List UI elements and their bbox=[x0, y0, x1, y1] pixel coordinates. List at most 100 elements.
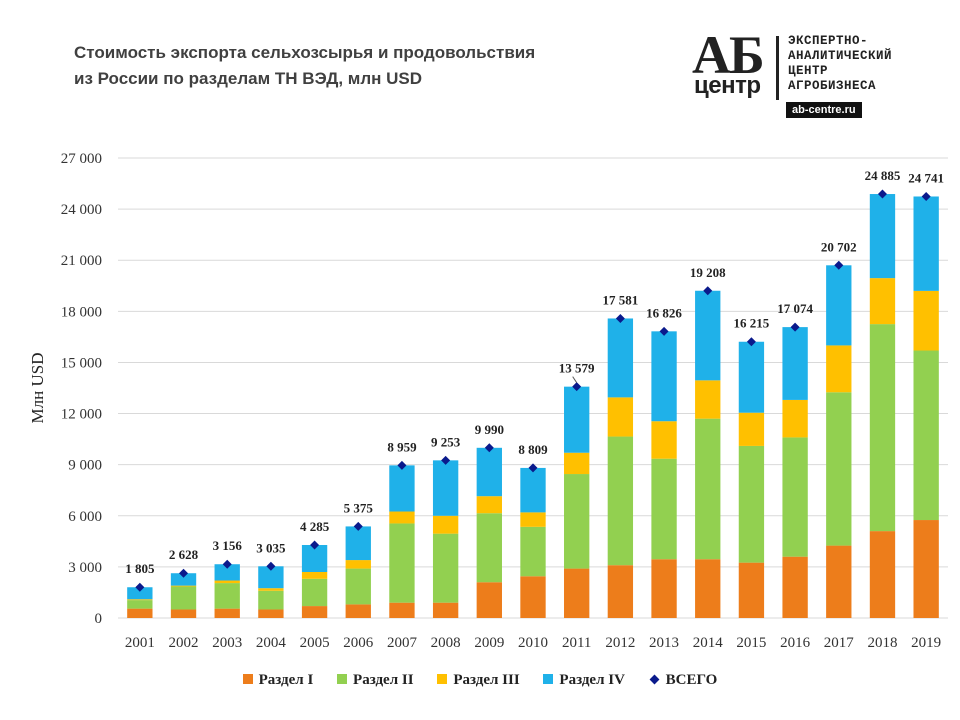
x-tick-label: 2003 bbox=[212, 635, 242, 651]
bar-segment-1 bbox=[651, 559, 677, 618]
x-tick-label: 2009 bbox=[474, 635, 504, 651]
bar-segment-1 bbox=[913, 520, 939, 618]
bar-segment-4 bbox=[432, 460, 459, 516]
logo-caption-line-4: АГРОБИЗНЕСА bbox=[788, 79, 877, 93]
bar-segment-1 bbox=[607, 565, 634, 618]
bar-segment-1 bbox=[258, 609, 284, 618]
y-tick-label: 18 000 bbox=[61, 304, 102, 320]
total-data-label: 17 581 bbox=[602, 292, 638, 307]
logo-caption-line-1: ЭКСПЕРТНО- bbox=[788, 34, 869, 48]
bar-segment-3 bbox=[214, 580, 240, 584]
total-marker bbox=[572, 382, 582, 392]
total-data-label: 16 826 bbox=[646, 305, 682, 320]
total-markers: 1 805 2 628 3 156 3 035 4 285 5 375 8 959 9 253… bbox=[125, 168, 944, 592]
logo-caption: ЭКСПЕРТНО- АНАЛИТИЧЕСКИЙ ЦЕНТР АГРОБИЗНЕ… bbox=[788, 34, 892, 94]
legend-label-razdel-4: Раздел IV bbox=[559, 672, 625, 688]
total-marker bbox=[921, 191, 931, 201]
bar-segment-4 bbox=[782, 327, 808, 400]
bar-segment-4 bbox=[607, 318, 634, 398]
bar-segment-2 bbox=[389, 523, 415, 603]
bar-segment-4 bbox=[869, 194, 896, 279]
bar-segment-4 bbox=[695, 290, 721, 381]
bar-segment-3 bbox=[651, 421, 677, 459]
bar-segment-4 bbox=[345, 526, 371, 561]
x-tick-label: 2015 bbox=[736, 635, 766, 651]
bar-segment-1 bbox=[301, 606, 328, 618]
chart-title-line-2: из России по разделам ТН ВЭД, млн USD bbox=[74, 69, 423, 88]
bar-segment-2 bbox=[695, 418, 721, 560]
total-marker bbox=[353, 521, 363, 531]
bar-segment-4 bbox=[913, 196, 939, 291]
bar-segment-3 bbox=[301, 572, 328, 579]
total-marker bbox=[703, 286, 713, 296]
legend-label-total: ВСЕГО bbox=[665, 672, 718, 688]
x-tick-label: 2011 bbox=[562, 635, 591, 651]
x-tick-label: 2016 bbox=[780, 635, 811, 651]
legend-label-razdel-2: Раздел II bbox=[353, 672, 414, 688]
bar-segment-1 bbox=[869, 531, 896, 618]
logo-divider bbox=[776, 36, 779, 100]
x-tick-label: 2001 bbox=[125, 635, 155, 651]
total-marker bbox=[310, 540, 320, 550]
logo-caption-line-2: АНАЛИТИЧЕСКИЙ bbox=[788, 49, 893, 63]
legend-item-total: ВСЕГО bbox=[649, 672, 718, 689]
bar-segment-3 bbox=[345, 560, 371, 569]
bar-segment-2 bbox=[607, 436, 634, 566]
total-data-label: 17 074 bbox=[777, 301, 813, 316]
legend-swatch-razdel-3 bbox=[437, 674, 448, 684]
bar-segment-4 bbox=[170, 573, 197, 586]
legend-diamond-total bbox=[649, 674, 660, 685]
bar-segment-4 bbox=[389, 465, 415, 512]
total-marker bbox=[135, 582, 145, 592]
bar-segment-2 bbox=[913, 350, 939, 521]
bar-segment-4 bbox=[258, 566, 284, 589]
total-data-label: 9 990 bbox=[475, 422, 504, 437]
bar-segment-4 bbox=[738, 341, 765, 413]
x-tick-label: 2006 bbox=[343, 635, 374, 651]
y-axis: 0 3 000 6 000 9 000 12 000 15 000 18 000 21 000… bbox=[61, 151, 102, 627]
total-data-label: 13 579 bbox=[559, 361, 595, 376]
y-axis-label: Млн USD bbox=[28, 353, 47, 424]
bar-segment-3 bbox=[520, 512, 546, 527]
total-marker bbox=[746, 337, 756, 347]
x-tick-label: 2013 bbox=[649, 635, 679, 651]
bar-segment-3 bbox=[564, 452, 590, 475]
y-tick-label: 15 000 bbox=[61, 355, 102, 371]
bar-segment-3 bbox=[258, 588, 284, 591]
legend-label-razdel-1: Раздел I bbox=[258, 672, 314, 688]
bar-segment-2 bbox=[170, 586, 197, 610]
bar-segment-1 bbox=[564, 568, 590, 618]
x-tick-label: 2010 bbox=[518, 635, 548, 651]
total-marker bbox=[528, 463, 538, 473]
bar-segment-3 bbox=[782, 399, 808, 438]
bar-segment-3 bbox=[607, 397, 634, 437]
legend-swatch-razdel-2 bbox=[337, 674, 348, 684]
bar-segment-1 bbox=[127, 608, 153, 618]
bar-segment-1 bbox=[695, 559, 721, 618]
bar-segment-2 bbox=[301, 578, 328, 607]
total-marker bbox=[834, 260, 844, 270]
legend-item-razdel-1: Раздел I bbox=[242, 672, 314, 689]
y-tick-label: 9 000 bbox=[68, 458, 102, 474]
chart-title: Стоимость экспорта сельхозсырья и продов… bbox=[74, 40, 535, 92]
total-data-label: 4 285 bbox=[300, 519, 330, 534]
bar-segment-2 bbox=[345, 568, 371, 605]
total-data-label: 1 805 bbox=[125, 561, 155, 576]
bar-segment-1 bbox=[738, 562, 765, 618]
logo-caption-line-3: ЦЕНТР bbox=[788, 64, 829, 78]
total-marker bbox=[659, 326, 669, 336]
bar-segment-1 bbox=[476, 582, 502, 618]
bar-segment-3 bbox=[826, 345, 852, 393]
total-marker bbox=[179, 568, 189, 578]
total-data-label: 24 741 bbox=[908, 170, 944, 185]
total-marker bbox=[790, 322, 800, 332]
total-data-label: 16 215 bbox=[734, 316, 770, 331]
total-marker bbox=[877, 189, 887, 199]
bar-segment-4 bbox=[301, 544, 328, 572]
x-tick-label: 2012 bbox=[605, 635, 635, 651]
x-tick-label: 2008 bbox=[431, 635, 461, 651]
legend: Раздел I Раздел II Раздел III Раздел IV … bbox=[0, 672, 960, 689]
bar-segment-1 bbox=[214, 608, 240, 618]
bar-segment-3 bbox=[476, 496, 502, 514]
